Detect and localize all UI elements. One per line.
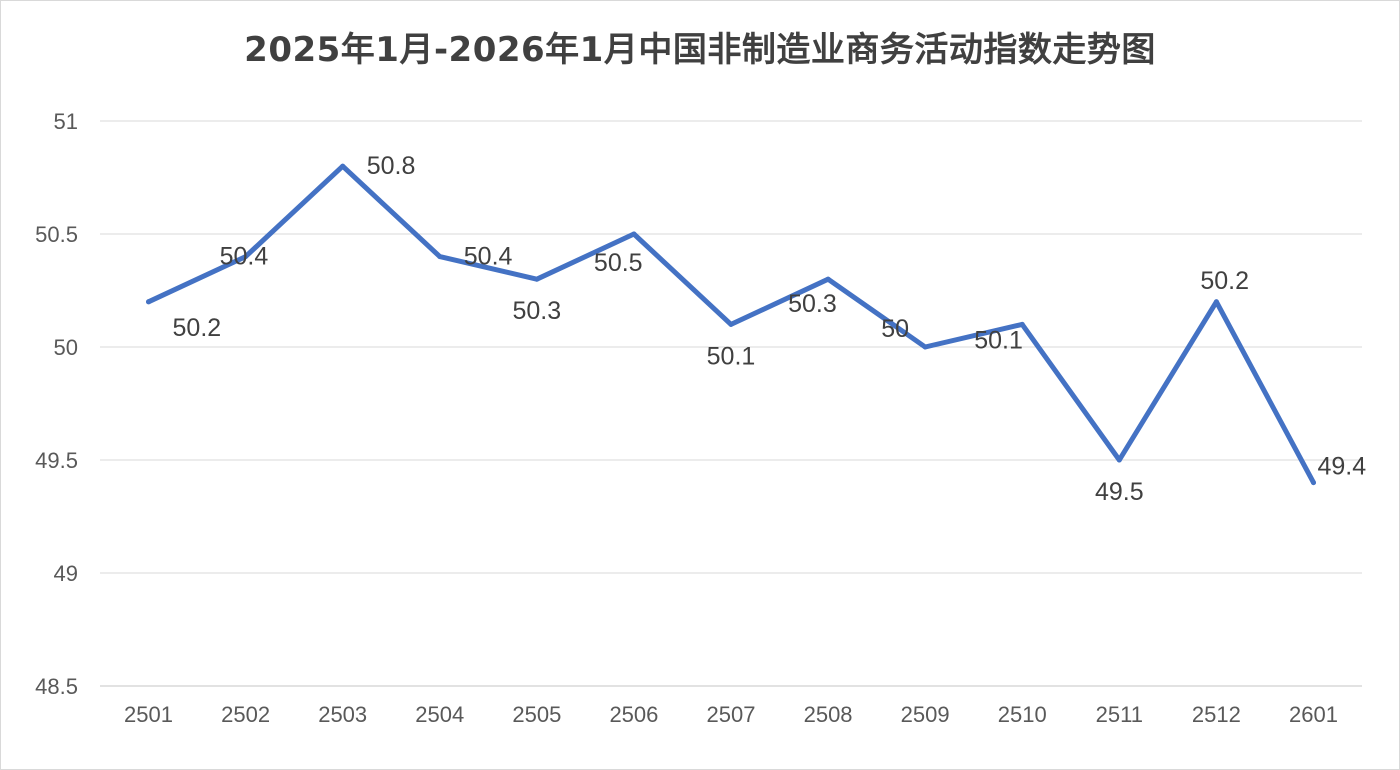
x-tick-label: 2512 [1192, 702, 1241, 727]
y-tick-label: 49.5 [35, 448, 78, 473]
x-tick-label: 2503 [318, 702, 367, 727]
data-point [534, 276, 540, 282]
data-point [146, 299, 152, 305]
x-axis-ticks: 2501 2502 2503 2504 2505 2506 2507 2508 2509 2510… [124, 702, 1338, 727]
data-labels: 50.250.450.850.450.350.550.150.350 50.149… [173, 152, 1367, 506]
data-point [437, 254, 443, 260]
grid-lines [100, 120, 1362, 687]
y-tick-label: 50 [54, 335, 78, 360]
x-tick-label: 2506 [609, 702, 658, 727]
data-label: 50.1 [707, 342, 756, 370]
y-axis-ticks: 48.5 49 49.5 50 50.5 51 [35, 109, 78, 699]
data-label: 50.8 [367, 152, 416, 180]
data-label: 50.1 [974, 326, 1023, 354]
x-tick-label: 2601 [1289, 702, 1338, 727]
data-point [728, 321, 734, 327]
data-label: 50.5 [594, 249, 643, 277]
data-label: 50.3 [513, 297, 562, 325]
series-layer [146, 163, 1316, 486]
x-tick-label: 2505 [512, 702, 561, 727]
data-label: 50.3 [788, 290, 837, 318]
y-tick-label: 51 [54, 109, 78, 134]
x-tick-label: 2508 [804, 702, 853, 727]
data-label: 50.2 [1200, 267, 1249, 295]
x-tick-label: 2502 [221, 702, 270, 727]
data-label: 50.2 [173, 314, 222, 342]
data-label: 50.4 [464, 243, 513, 271]
x-tick-label: 2509 [901, 702, 950, 727]
data-label: 50 [881, 315, 909, 343]
data-point [922, 344, 928, 350]
x-tick-label: 2507 [707, 702, 756, 727]
data-point [631, 231, 637, 237]
data-label: 49.4 [1317, 453, 1366, 481]
data-point [1116, 457, 1122, 463]
x-tick-label: 2501 [124, 702, 173, 727]
data-point [340, 163, 346, 169]
x-tick-label: 2510 [998, 702, 1047, 727]
x-tick-label: 2504 [415, 702, 464, 727]
data-label: 50.4 [220, 243, 269, 271]
y-tick-label: 50.5 [35, 222, 78, 247]
data-point [1019, 321, 1025, 327]
chart-title: 2025年1月-2026年1月中国非制造业商务活动指数走势图 [244, 30, 1156, 70]
data-label: 49.5 [1095, 478, 1144, 506]
data-point [243, 254, 249, 260]
x-tick-label: 2511 [1096, 702, 1143, 727]
data-point [1310, 480, 1316, 486]
y-tick-label: 49 [54, 561, 78, 586]
y-tick-label: 48.5 [35, 674, 78, 699]
data-point [825, 276, 831, 282]
data-point [1213, 299, 1219, 305]
